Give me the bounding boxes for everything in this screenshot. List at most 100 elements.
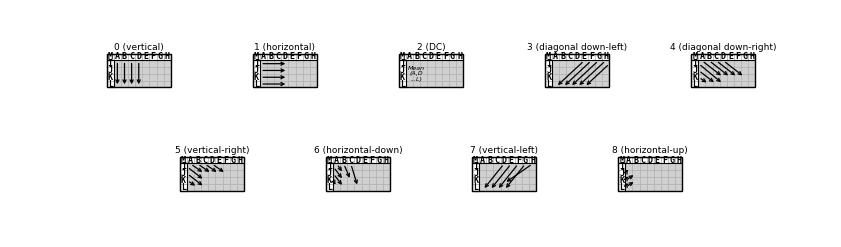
Bar [706,67,712,74]
Bar [522,164,529,170]
Bar [406,81,413,87]
Text: F: F [442,52,447,62]
Bar [727,74,734,81]
Bar [508,164,515,170]
Bar [647,170,653,177]
Text: A: A [627,156,632,165]
Bar [442,81,449,87]
Bar [625,184,632,191]
Bar [653,164,661,170]
Bar [515,164,522,170]
Bar [230,164,237,170]
Bar [639,164,647,170]
Bar [691,54,755,87]
Bar [727,67,734,74]
Text: 1 (horizontal): 1 (horizontal) [254,43,315,52]
Bar [553,67,559,74]
Bar [194,170,201,177]
Bar [442,74,449,81]
Bar [347,157,354,164]
Bar [602,67,609,74]
Text: K: K [327,176,332,185]
Bar [472,170,479,177]
Bar [545,54,609,60]
Bar [427,67,435,74]
Bar [399,54,406,60]
Bar [706,81,712,87]
Bar [668,177,675,184]
Bar [567,81,574,87]
Bar [260,54,267,60]
Bar [618,157,682,191]
Text: I: I [692,59,697,68]
Bar [508,177,515,184]
Bar [720,67,727,74]
Bar [274,74,282,81]
Bar [180,164,187,170]
Bar [472,177,479,184]
Bar [267,60,274,67]
Bar [632,184,639,191]
Bar [383,184,390,191]
Text: K: K [400,73,405,82]
Bar [164,60,171,67]
Bar [442,54,449,60]
Text: L: L [473,183,478,192]
Bar [748,60,755,67]
Bar [237,164,244,170]
Bar [121,54,128,60]
Bar [706,54,712,60]
Bar [180,157,244,191]
Bar [588,74,595,81]
Bar [449,81,456,87]
Bar [150,54,156,60]
Bar [354,164,362,170]
Bar [399,60,406,67]
Bar [180,184,187,191]
Text: K: K [619,176,624,185]
Bar [494,164,500,170]
Bar [625,170,632,177]
Bar [691,54,698,60]
Bar [734,54,741,60]
Text: L: L [619,183,624,192]
Bar [295,81,303,87]
Bar [142,54,150,60]
Bar [164,54,171,60]
Text: E: E [509,156,514,165]
Bar [639,170,647,177]
Bar [237,170,244,177]
Bar [618,157,682,164]
Bar [274,54,282,60]
Bar [545,74,553,81]
Bar [595,74,602,81]
Bar [567,60,574,67]
Bar [156,67,164,74]
Bar [253,67,260,74]
Text: E: E [582,52,587,62]
Bar [354,184,362,191]
Bar [712,54,720,60]
Bar [376,177,383,184]
Text: L: L [327,183,332,192]
Bar [529,164,537,170]
Bar [625,164,632,170]
Bar [201,177,209,184]
Bar [288,67,295,74]
Bar [515,170,522,177]
Bar [164,81,171,87]
Text: K: K [254,73,259,82]
Text: L: L [546,80,551,88]
Bar [435,54,442,60]
Bar [706,60,712,67]
Bar [435,60,442,67]
Bar [282,74,288,81]
Bar [274,60,282,67]
Bar [529,157,537,164]
Text: M: M [619,156,624,165]
Bar [340,164,347,170]
Text: C: C [275,52,280,62]
Bar [435,74,442,81]
Bar [260,74,267,81]
Bar [376,184,383,191]
